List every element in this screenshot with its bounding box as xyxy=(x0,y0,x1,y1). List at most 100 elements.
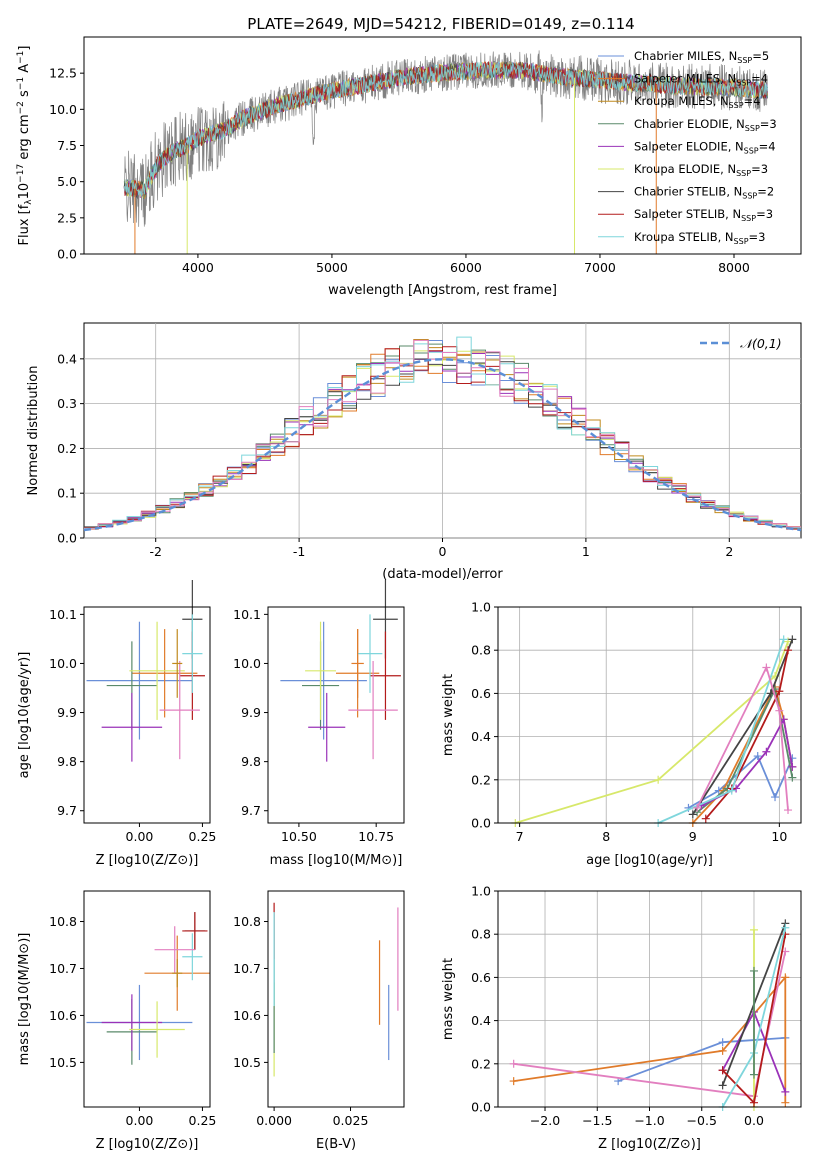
y-tick-label: 9.9 xyxy=(57,705,77,720)
y-tick-label: 10.1 xyxy=(233,607,261,622)
y-tick-label: 10.5 xyxy=(49,1055,77,1070)
spectrum-panel: 4000 5000 6000 7000 8000 0.0 2.5 5.0 7.5 10.0 12.5… xyxy=(16,36,802,298)
weight-line xyxy=(705,650,789,820)
axes-frame xyxy=(497,890,802,1108)
legend-label: Chabrier MILES, NSSP=5 xyxy=(634,49,769,65)
y-tick-label: 0.3 xyxy=(57,396,77,411)
y-tick-label: 9.7 xyxy=(241,803,261,818)
weight-line xyxy=(696,665,789,811)
weight-point xyxy=(688,810,697,819)
weight-point xyxy=(749,1070,758,1079)
y-tick-label: 0.8 xyxy=(471,643,491,658)
weight-point xyxy=(753,752,762,761)
legend-label: Chabrier ELODIE, NSSP=3 xyxy=(634,117,777,133)
spectrum-model-line xyxy=(123,61,768,197)
y-tick-label: 5.0 xyxy=(57,174,77,189)
y-tick-label: 0.0 xyxy=(57,531,77,546)
y-tick-label: 0.4 xyxy=(57,351,77,366)
residual-histogram xyxy=(84,346,801,530)
x-tick-label: −1.0 xyxy=(634,1113,664,1128)
x-axis-label: age [log10(age/yr)] xyxy=(586,853,713,868)
weight-point xyxy=(718,1066,727,1075)
x-tick-label: 8000 xyxy=(718,260,750,275)
weight-point xyxy=(693,803,702,812)
weight-vs-age-panel: 7 8 9 10 0.0 0.2 0.4 0.6 0.8 1.0 age [log10(age/yr… xyxy=(441,600,802,868)
y-axis-label: mass weight xyxy=(441,958,456,1040)
y-axis-label: age [log10(age/yr)] xyxy=(17,652,32,779)
weight-point xyxy=(788,635,797,644)
y-axis-label: mass weight xyxy=(441,674,456,756)
y-tick-label: 9.8 xyxy=(241,754,261,769)
x-axis-label: Z [log10(Z/Z⊙)] xyxy=(96,853,199,868)
y-tick-label: 9.8 xyxy=(57,754,77,769)
weight-point xyxy=(781,973,790,982)
weight-point xyxy=(781,1087,790,1096)
x-tick-label: 10.75 xyxy=(358,829,394,844)
legend-label: Salpeter MILES, NSSP=4 xyxy=(634,72,768,88)
y-tick-label: 10.7 xyxy=(49,961,77,976)
weight-point xyxy=(718,1046,727,1055)
axes-frame xyxy=(83,890,211,1108)
y-tick-label: 9.9 xyxy=(241,705,261,720)
x-tick-label: 7000 xyxy=(584,260,616,275)
y-axis-label: mass [log10(M/M⊙)] xyxy=(17,933,32,1066)
y-tick-label: 0.0 xyxy=(471,1100,491,1115)
figure-title: PLATE=2649, MJD=54212, FIBERID=0149, z=0… xyxy=(247,15,634,33)
y-tick-label: 10.1 xyxy=(49,607,77,622)
y-tick-label: 0.2 xyxy=(471,772,491,787)
x-tick-label: 8 xyxy=(602,829,610,844)
x-axis-label: wavelength [Angstrom, rest frame] xyxy=(328,283,557,298)
weight-point xyxy=(701,814,710,823)
weight-line xyxy=(515,641,789,824)
y-tick-label: 0.8 xyxy=(471,927,491,942)
x-tick-label: 0.025 xyxy=(333,1113,369,1128)
weight-point xyxy=(779,635,788,644)
weight-point xyxy=(718,1038,727,1047)
y-tick-label: 12.5 xyxy=(49,66,77,81)
weight-vs-metallicity-panel: −2.0 −1.5 −1.0 −0.5 0.0 0.0 0.2 0.4 0.6 0.8 1.0 Z [… xyxy=(441,884,802,1152)
weight-point xyxy=(771,793,780,802)
x-tick-label: 2 xyxy=(725,544,733,559)
y-tick-label: 0.6 xyxy=(471,970,491,985)
y-tick-label: 10.7 xyxy=(233,961,261,976)
weight-point xyxy=(727,786,736,795)
weight-point xyxy=(784,806,793,815)
y-tick-label: 2.5 xyxy=(57,210,77,225)
legend-label: Kroupa MILES, NSSP=4 xyxy=(634,94,760,110)
y-tick-label: 0.0 xyxy=(57,247,77,262)
x-tick-label: 5000 xyxy=(316,260,348,275)
x-tick-label: −0.5 xyxy=(687,1113,717,1128)
y-tick-label: 0.6 xyxy=(471,686,491,701)
y-tick-label: 0.2 xyxy=(471,1056,491,1071)
x-tick-label: 0.25 xyxy=(189,1113,217,1128)
normal-curve xyxy=(83,358,802,532)
x-tick-label: 0.0 xyxy=(744,1113,764,1128)
axes-frame xyxy=(267,606,405,824)
axes-frame xyxy=(497,606,802,824)
y-tick-label: 0.2 xyxy=(57,441,77,456)
x-axis-label: mass [log10(M/M⊙)] xyxy=(270,853,403,868)
weight-point xyxy=(749,925,758,934)
legend-label: Salpeter ELODIE, NSSP=4 xyxy=(634,139,776,155)
residual-histogram xyxy=(84,339,801,530)
y-tick-label: 10.6 xyxy=(49,1008,77,1023)
x-axis-label: (data-model)/error xyxy=(382,567,503,582)
x-tick-label: 0.000 xyxy=(256,1113,292,1128)
weight-point xyxy=(762,663,771,672)
y-tick-label: 10.8 xyxy=(233,914,261,929)
weight-point xyxy=(718,1081,727,1090)
x-tick-label: 0.25 xyxy=(189,829,217,844)
y-tick-label: 10.5 xyxy=(233,1055,261,1070)
x-tick-label: 1 xyxy=(582,544,590,559)
weight-point xyxy=(509,1059,518,1068)
y-tick-label: 1.0 xyxy=(471,884,491,899)
residuals-panel: -2 -1 0 1 2 0.0 0.1 0.2 0.3 0.4 (data-model)/error… xyxy=(26,322,802,582)
y-axis-label: Normed distribution xyxy=(26,366,41,496)
x-axis-label: Z [log10(Z/Z⊙)] xyxy=(96,1137,199,1152)
y-tick-label: 0.1 xyxy=(57,486,77,501)
weight-point xyxy=(775,706,784,715)
weight-point xyxy=(654,775,663,784)
x-tick-label: 7 xyxy=(516,829,524,844)
legend-label: Salpeter STELIB, NSSP=3 xyxy=(634,207,773,223)
